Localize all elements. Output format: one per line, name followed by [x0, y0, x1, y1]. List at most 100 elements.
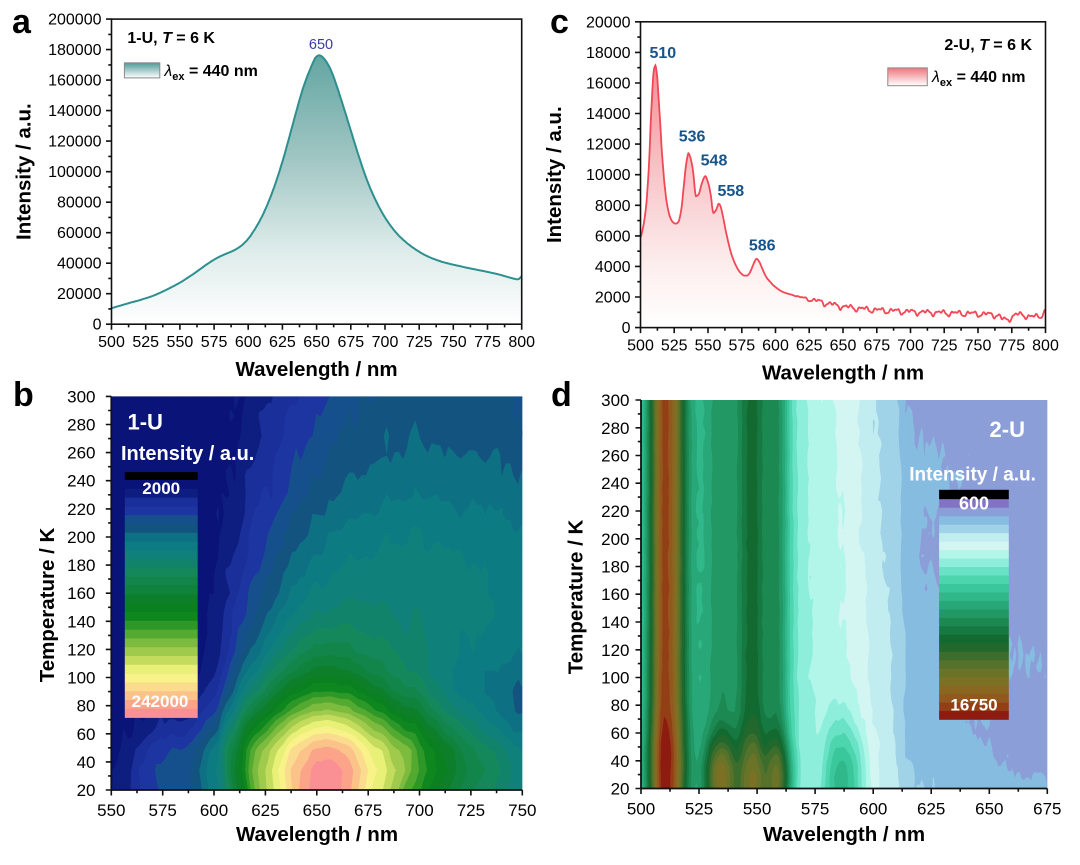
svg-text:700: 700 [897, 338, 924, 355]
svg-text:280: 280 [601, 419, 629, 438]
svg-text:100: 100 [601, 669, 629, 688]
svg-text:16750: 16750 [950, 695, 997, 714]
svg-text:525: 525 [661, 338, 688, 355]
svg-text:120: 120 [67, 640, 95, 659]
svg-text:775: 775 [998, 338, 1025, 355]
svg-text:2-U: 2-U [990, 417, 1025, 442]
svg-text:b: b [13, 376, 34, 414]
svg-text:140000: 140000 [48, 103, 101, 120]
svg-text:6000: 6000 [595, 228, 631, 245]
svg-text:Wavelength / nm: Wavelength / nm [236, 358, 398, 381]
svg-text:100: 100 [67, 669, 95, 688]
svg-text:800: 800 [508, 334, 535, 351]
svg-text:40: 40 [611, 752, 630, 771]
svg-text:λex = 440 nm: λex = 440 nm [163, 63, 258, 83]
svg-text:20: 20 [611, 780, 630, 799]
svg-text:120: 120 [601, 641, 629, 660]
svg-text:8000: 8000 [595, 198, 631, 215]
svg-text:180000: 180000 [48, 42, 101, 59]
svg-text:558: 558 [717, 183, 744, 200]
svg-text:Temperature / K: Temperature / K [565, 520, 588, 675]
svg-text:625: 625 [269, 334, 296, 351]
svg-text:600: 600 [859, 800, 887, 819]
svg-text:60: 60 [77, 725, 96, 744]
svg-text:775: 775 [474, 334, 501, 351]
svg-text:200: 200 [67, 528, 95, 547]
svg-text:d: d [551, 376, 572, 414]
svg-text:240: 240 [601, 474, 629, 493]
svg-text:10000: 10000 [586, 167, 631, 184]
svg-text:a: a [12, 3, 32, 41]
svg-text:0: 0 [622, 320, 631, 337]
svg-text:Wavelength / nm: Wavelength / nm [236, 823, 398, 846]
svg-text:675: 675 [337, 334, 364, 351]
svg-text:650: 650 [975, 800, 1003, 819]
svg-text:220: 220 [601, 502, 629, 521]
svg-text:100000: 100000 [48, 164, 101, 181]
svg-text:750: 750 [440, 334, 467, 351]
svg-text:180: 180 [601, 558, 629, 577]
svg-text:Intensity / a.u.: Intensity / a.u. [13, 103, 36, 240]
svg-text:525: 525 [685, 800, 713, 819]
svg-text:Intensity / a.u.: Intensity / a.u. [543, 106, 566, 243]
svg-text:725: 725 [406, 334, 433, 351]
svg-text:260: 260 [601, 447, 629, 466]
svg-text:120000: 120000 [48, 134, 101, 151]
svg-text:500: 500 [627, 800, 655, 819]
svg-text:180: 180 [67, 556, 95, 575]
svg-text:525: 525 [132, 334, 159, 351]
svg-text:240: 240 [67, 472, 95, 491]
svg-text:242000: 242000 [132, 692, 189, 711]
svg-text:80: 80 [77, 697, 96, 716]
svg-text:675: 675 [1033, 800, 1061, 819]
svg-text:160: 160 [67, 584, 95, 603]
svg-text:725: 725 [931, 338, 958, 355]
svg-text:625: 625 [917, 800, 945, 819]
svg-text:12000: 12000 [586, 137, 631, 154]
svg-text:220: 220 [67, 500, 95, 519]
svg-text:60000: 60000 [57, 225, 102, 242]
svg-text:500: 500 [627, 338, 654, 355]
svg-text:Intensity / a.u.: Intensity / a.u. [909, 464, 1036, 485]
svg-text:200000: 200000 [48, 12, 101, 29]
svg-text:550: 550 [97, 801, 125, 820]
svg-text:18000: 18000 [586, 45, 631, 62]
svg-text:λex = 440 nm: λex = 440 nm [931, 69, 1026, 89]
svg-text:625: 625 [251, 801, 279, 820]
svg-text:575: 575 [728, 338, 755, 355]
svg-text:20: 20 [77, 781, 96, 800]
svg-text:600: 600 [200, 801, 228, 820]
svg-text:2-U, T = 6 K: 2-U, T = 6 K [944, 37, 1032, 54]
svg-text:140: 140 [67, 612, 95, 631]
svg-text:14000: 14000 [586, 106, 631, 123]
svg-text:510: 510 [649, 45, 676, 62]
svg-text:2000: 2000 [142, 479, 180, 498]
svg-text:300: 300 [67, 387, 95, 406]
svg-text:20000: 20000 [586, 14, 631, 31]
svg-text:536: 536 [679, 129, 706, 146]
svg-text:280: 280 [67, 416, 95, 435]
svg-text:Intensity / a.u.: Intensity / a.u. [121, 443, 254, 465]
svg-text:160000: 160000 [48, 73, 101, 90]
svg-text:260: 260 [67, 444, 95, 463]
svg-text:700: 700 [405, 801, 433, 820]
svg-text:575: 575 [201, 334, 228, 351]
svg-text:800: 800 [1032, 338, 1059, 355]
svg-text:Wavelength / nm: Wavelength / nm [763, 823, 925, 846]
svg-text:750: 750 [508, 801, 536, 820]
svg-text:160: 160 [601, 585, 629, 604]
svg-text:600: 600 [959, 494, 989, 514]
svg-text:16000: 16000 [586, 76, 631, 93]
svg-text:500: 500 [98, 334, 125, 351]
svg-text:750: 750 [965, 338, 992, 355]
svg-text:650: 650 [830, 338, 857, 355]
svg-text:Temperature / K: Temperature / K [36, 528, 59, 683]
svg-text:200: 200 [601, 530, 629, 549]
svg-text:300: 300 [601, 391, 629, 410]
svg-text:40000: 40000 [57, 256, 102, 273]
svg-text:1-U: 1-U [128, 409, 163, 434]
svg-text:650: 650 [309, 37, 333, 53]
svg-text:575: 575 [149, 801, 177, 820]
svg-text:575: 575 [801, 800, 829, 819]
svg-text:625: 625 [796, 338, 823, 355]
